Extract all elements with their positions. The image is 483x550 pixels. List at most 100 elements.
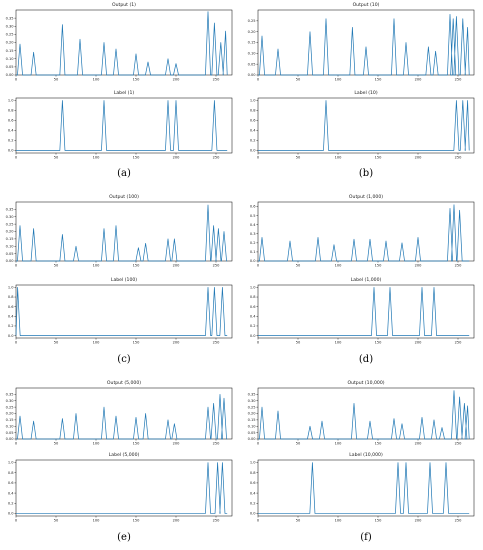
y-tick-label: 0.20: [6, 41, 15, 45]
y-tick-label: 0.00: [248, 437, 257, 441]
y-tick-label: 0.6: [250, 305, 256, 309]
output-subplot: Output (10) 0.00 0.05 0.10 0.15 0.20 0.25 0 50 10…: [248, 2, 475, 82]
x-tick-label: 200: [173, 442, 181, 446]
x-tick-label: 250: [213, 264, 221, 268]
x-tick-label: 200: [173, 341, 181, 345]
plot-frame: [257, 387, 475, 440]
y-tick-label: 0.6: [8, 305, 14, 309]
y-tick-label: 0.8: [8, 471, 14, 475]
y-tick-label: 0.2: [250, 241, 256, 245]
subplot-title: Label (1): [114, 90, 135, 96]
series-line: [258, 287, 470, 336]
y-tick-label: 0.00: [6, 437, 15, 441]
y-tick-label: 0.6: [250, 205, 256, 209]
y-tick-label: 1.0: [250, 99, 256, 103]
y-tick-label: 1.0: [250, 286, 256, 290]
y-tick-label: 0.15: [6, 237, 14, 241]
label-subplot: Label (1) 0.0 0.2 0.4 0.6 0.8 1.0 0 50 100 150 200 2…: [8, 90, 233, 160]
x-tick-label: 250: [455, 264, 463, 268]
x-tick-label: 0: [15, 519, 18, 523]
y-tick-label: 0.4: [250, 223, 256, 227]
y-tick-label: 0.6: [250, 481, 256, 485]
x-tick-label: 0: [257, 78, 260, 82]
y-tick-label: 1.0: [8, 461, 14, 465]
y-tick-label: 0.20: [6, 412, 15, 416]
y-tick-label: 0.05: [248, 431, 256, 435]
x-tick-label: 250: [455, 442, 463, 446]
x-tick-label: 100: [335, 519, 343, 523]
y-tick-label: 0.05: [6, 65, 14, 69]
y-tick-label: 0.8: [250, 471, 256, 475]
x-tick-label: 150: [133, 519, 141, 523]
y-tick-label: 0.2: [250, 139, 256, 143]
y-tick-label: 0.10: [6, 244, 15, 248]
plot-frame: [257, 9, 475, 76]
y-tick-label: 0.15: [6, 418, 14, 422]
y-tick-label: 0.00: [248, 73, 257, 77]
x-tick-label: 150: [375, 341, 383, 345]
subplot-title: Output (10,000): [347, 380, 384, 386]
y-tick-label: 0.30: [6, 24, 15, 28]
y-tick-label: 0.2: [8, 324, 14, 328]
x-tick-label: 150: [133, 78, 141, 82]
x-tick-label: 100: [93, 264, 101, 268]
plot-frame: [15, 284, 233, 339]
x-tick-label: 100: [335, 442, 343, 446]
series-line: [16, 204, 228, 262]
y-tick-label: 0.0: [250, 259, 256, 263]
x-tick-label: 150: [133, 341, 141, 345]
x-tick-label: 0: [15, 156, 18, 160]
x-tick-label: 150: [375, 519, 383, 523]
y-tick-label: 0.25: [248, 405, 256, 409]
y-tick-label: 0.0: [250, 149, 256, 153]
x-tick-label: 250: [455, 78, 463, 82]
x-tick-label: 150: [133, 442, 141, 446]
y-tick-label: 0.20: [248, 412, 257, 416]
panel-e: Output (5,000)0.000.050.100.150.200.250.…: [6, 380, 233, 543]
y-tick-label: 0.6: [250, 119, 256, 123]
series-line: [16, 394, 228, 440]
x-tick-label: 50: [296, 442, 301, 446]
x-tick-label: 100: [93, 341, 101, 345]
plot-frame: [257, 459, 475, 517]
y-tick-label: 0.10: [6, 424, 15, 428]
y-tick-label: 1.0: [250, 461, 256, 465]
plot-frame: [15, 459, 233, 517]
series-line: [258, 462, 470, 514]
y-tick-label: 0.4: [250, 315, 256, 319]
x-tick-label: 150: [133, 156, 141, 160]
x-tick-label: 200: [173, 264, 181, 268]
series-line: [16, 11, 228, 76]
x-tick-label: 200: [173, 519, 181, 523]
x-tick-label: 50: [296, 341, 301, 345]
subplot-title: Output (5,000): [107, 380, 141, 386]
label-subplot: Label (10,000) 0.0 0.2 0.4 0.6 0.8 1.0 0 50 100 15…: [250, 452, 475, 523]
x-tick-label: 100: [335, 341, 343, 345]
y-tick-label: 0.4: [8, 315, 14, 319]
y-tick-label: 0.00: [6, 73, 15, 77]
x-tick-label: 50: [54, 519, 59, 523]
x-tick-label: 250: [455, 341, 463, 345]
x-tick-label: 250: [455, 519, 463, 523]
panel-c: Output (100)0.000.050.100.150.200.250.30…: [6, 194, 233, 365]
plot-frame: [257, 97, 475, 154]
y-tick-label: 0.2: [8, 501, 14, 505]
y-tick-label: 0.25: [6, 405, 14, 409]
panel-caption: (b): [359, 168, 373, 179]
x-tick-label: 50: [54, 156, 59, 160]
y-tick-label: 0.35: [248, 393, 256, 397]
x-tick-label: 0: [257, 519, 260, 523]
y-tick-label: 0.10: [248, 424, 257, 428]
x-tick-label: 50: [296, 78, 301, 82]
plot-frame: [15, 201, 233, 262]
y-tick-label: 0.10: [248, 52, 257, 56]
panel-caption: (a): [117, 168, 131, 179]
y-tick-label: 0.10: [6, 57, 15, 61]
y-tick-label: 0.4: [8, 129, 14, 133]
y-tick-label: 0.8: [8, 295, 14, 299]
y-tick-label: 0.2: [250, 324, 256, 328]
x-tick-label: 200: [415, 442, 423, 446]
subplot-title: Output (1): [112, 2, 136, 8]
y-tick-label: 0.15: [6, 49, 14, 53]
y-tick-label: 0.5: [250, 214, 256, 218]
